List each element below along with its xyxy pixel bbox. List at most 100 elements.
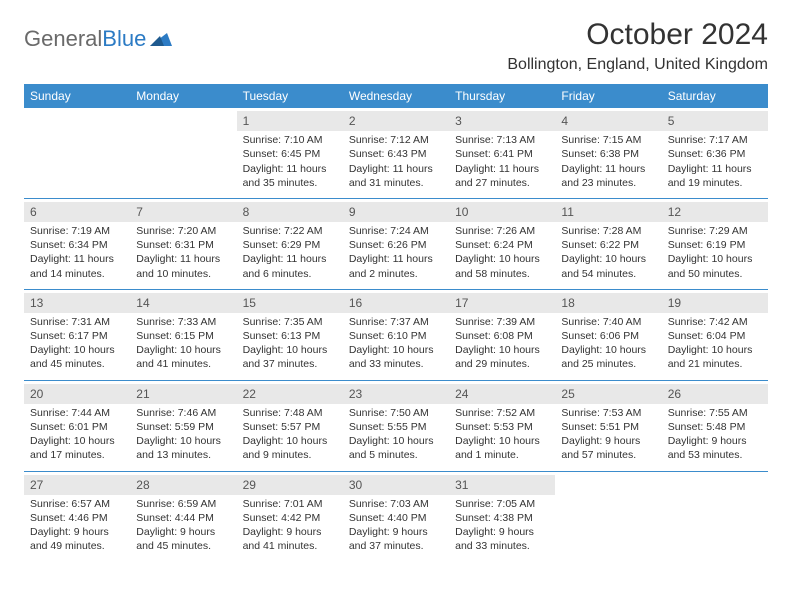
- day-number: 19: [662, 293, 768, 313]
- daylight-text: Daylight: 9 hours and 53 minutes.: [668, 434, 762, 462]
- calendar-cell: [555, 471, 661, 561]
- sunset-text: Sunset: 6:41 PM: [455, 147, 549, 161]
- day-number: 23: [343, 384, 449, 404]
- daylight-text: Daylight: 10 hours and 21 minutes.: [668, 343, 762, 371]
- sunset-text: Sunset: 6:01 PM: [30, 420, 124, 434]
- daylight-text: Daylight: 9 hours and 33 minutes.: [455, 525, 549, 553]
- sunrise-text: Sunrise: 7:29 AM: [668, 224, 762, 238]
- day-number: 21: [130, 384, 236, 404]
- sunset-text: Sunset: 4:38 PM: [455, 511, 549, 525]
- daylight-text: Daylight: 11 hours and 10 minutes.: [136, 252, 230, 280]
- weekday-header: Thursday: [449, 84, 555, 108]
- sunrise-text: Sunrise: 7:39 AM: [455, 315, 549, 329]
- daylight-text: Daylight: 11 hours and 23 minutes.: [561, 162, 655, 190]
- calendar-cell: 20Sunrise: 7:44 AMSunset: 6:01 PMDayligh…: [24, 380, 130, 471]
- calendar-cell: 16Sunrise: 7:37 AMSunset: 6:10 PMDayligh…: [343, 289, 449, 380]
- weekday-row: SundayMondayTuesdayWednesdayThursdayFrid…: [24, 84, 768, 108]
- sunset-text: Sunset: 4:44 PM: [136, 511, 230, 525]
- page-title: October 2024: [507, 18, 768, 52]
- sunrise-text: Sunrise: 7:44 AM: [30, 406, 124, 420]
- day-number: 27: [24, 475, 130, 495]
- calendar-cell: 18Sunrise: 7:40 AMSunset: 6:06 PMDayligh…: [555, 289, 661, 380]
- daylight-text: Daylight: 10 hours and 37 minutes.: [243, 343, 337, 371]
- sunset-text: Sunset: 6:36 PM: [668, 147, 762, 161]
- day-number: 7: [130, 202, 236, 222]
- calendar-cell: 26Sunrise: 7:55 AMSunset: 5:48 PMDayligh…: [662, 380, 768, 471]
- daylight-text: Daylight: 9 hours and 57 minutes.: [561, 434, 655, 462]
- daylight-text: Daylight: 11 hours and 19 minutes.: [668, 162, 762, 190]
- weekday-header: Monday: [130, 84, 236, 108]
- sunset-text: Sunset: 6:31 PM: [136, 238, 230, 252]
- sunset-text: Sunset: 6:13 PM: [243, 329, 337, 343]
- daylight-text: Daylight: 11 hours and 27 minutes.: [455, 162, 549, 190]
- day-number: 15: [237, 293, 343, 313]
- sunrise-text: Sunrise: 7:17 AM: [668, 133, 762, 147]
- calendar-row: 6Sunrise: 7:19 AMSunset: 6:34 PMDaylight…: [24, 198, 768, 289]
- triangle-icon: [150, 26, 172, 52]
- sunset-text: Sunset: 5:51 PM: [561, 420, 655, 434]
- calendar-cell: 23Sunrise: 7:50 AMSunset: 5:55 PMDayligh…: [343, 380, 449, 471]
- sunset-text: Sunset: 6:22 PM: [561, 238, 655, 252]
- calendar-cell: 14Sunrise: 7:33 AMSunset: 6:15 PMDayligh…: [130, 289, 236, 380]
- daylight-text: Daylight: 11 hours and 31 minutes.: [349, 162, 443, 190]
- day-number: 5: [662, 111, 768, 131]
- sunset-text: Sunset: 6:17 PM: [30, 329, 124, 343]
- sunset-text: Sunset: 6:26 PM: [349, 238, 443, 252]
- daylight-text: Daylight: 10 hours and 25 minutes.: [561, 343, 655, 371]
- calendar-cell: 5 Sunrise: 7:17 AMSunset: 6:36 PMDaylight…: [662, 108, 768, 198]
- weekday-header: Friday: [555, 84, 661, 108]
- calendar-cell: 2Sunrise: 7:12 AMSunset: 6:43 PMDaylight…: [343, 108, 449, 198]
- calendar-cell: 12Sunrise: 7:29 AMSunset: 6:19 PMDayligh…: [662, 198, 768, 289]
- calendar-cell: 29Sunrise: 7:01 AMSunset: 4:42 PMDayligh…: [237, 471, 343, 561]
- sunset-text: Sunset: 6:06 PM: [561, 329, 655, 343]
- sunrise-text: Sunrise: 6:59 AM: [136, 497, 230, 511]
- calendar-table: SundayMondayTuesdayWednesdayThursdayFrid…: [24, 84, 768, 561]
- sunset-text: Sunset: 6:08 PM: [455, 329, 549, 343]
- daylight-text: Daylight: 10 hours and 45 minutes.: [30, 343, 124, 371]
- calendar-cell: 7 Sunrise: 7:20 AMSunset: 6:31 PMDaylight…: [130, 198, 236, 289]
- sunset-text: Sunset: 6:29 PM: [243, 238, 337, 252]
- sunrise-text: Sunrise: 7:20 AM: [136, 224, 230, 238]
- daylight-text: Daylight: 10 hours and 58 minutes.: [455, 252, 549, 280]
- day-number: 11: [555, 202, 661, 222]
- sunset-text: Sunset: 6:34 PM: [30, 238, 124, 252]
- calendar-cell: 21Sunrise: 7:46 AMSunset: 5:59 PMDayligh…: [130, 380, 236, 471]
- sunrise-text: Sunrise: 7:01 AM: [243, 497, 337, 511]
- day-number: 31: [449, 475, 555, 495]
- day-number: 20: [24, 384, 130, 404]
- calendar-cell: [24, 108, 130, 198]
- weekday-header: Sunday: [24, 84, 130, 108]
- sunset-text: Sunset: 6:45 PM: [243, 147, 337, 161]
- sunset-text: Sunset: 4:46 PM: [30, 511, 124, 525]
- day-number: 2: [343, 111, 449, 131]
- calendar-cell: 15Sunrise: 7:35 AMSunset: 6:13 PMDayligh…: [237, 289, 343, 380]
- weekday-header: Wednesday: [343, 84, 449, 108]
- daylight-text: Daylight: 10 hours and 33 minutes.: [349, 343, 443, 371]
- day-number: 10: [449, 202, 555, 222]
- sunrise-text: Sunrise: 7:05 AM: [455, 497, 549, 511]
- day-number: 6: [24, 202, 130, 222]
- sunset-text: Sunset: 5:57 PM: [243, 420, 337, 434]
- calendar-cell: 8Sunrise: 7:22 AMSunset: 6:29 PMDaylight…: [237, 198, 343, 289]
- sunrise-text: Sunrise: 7:48 AM: [243, 406, 337, 420]
- sunrise-text: Sunrise: 7:37 AM: [349, 315, 443, 329]
- sunrise-text: Sunrise: 7:53 AM: [561, 406, 655, 420]
- daylight-text: Daylight: 9 hours and 37 minutes.: [349, 525, 443, 553]
- calendar-row: 1Sunrise: 7:10 AMSunset: 6:45 PMDaylight…: [24, 108, 768, 198]
- calendar-body: 1Sunrise: 7:10 AMSunset: 6:45 PMDaylight…: [24, 108, 768, 561]
- calendar-cell: 4Sunrise: 7:15 AMSunset: 6:38 PMDaylight…: [555, 108, 661, 198]
- sunrise-text: Sunrise: 7:03 AM: [349, 497, 443, 511]
- daylight-text: Daylight: 9 hours and 41 minutes.: [243, 525, 337, 553]
- daylight-text: Daylight: 11 hours and 14 minutes.: [30, 252, 124, 280]
- day-number: 30: [343, 475, 449, 495]
- sunrise-text: Sunrise: 7:12 AM: [349, 133, 443, 147]
- calendar-cell: 1Sunrise: 7:10 AMSunset: 6:45 PMDaylight…: [237, 108, 343, 198]
- sunrise-text: Sunrise: 7:55 AM: [668, 406, 762, 420]
- sunrise-text: Sunrise: 7:46 AM: [136, 406, 230, 420]
- sunset-text: Sunset: 6:19 PM: [668, 238, 762, 252]
- day-number: 12: [662, 202, 768, 222]
- day-number: 9: [343, 202, 449, 222]
- sunrise-text: Sunrise: 7:52 AM: [455, 406, 549, 420]
- daylight-text: Daylight: 10 hours and 1 minute.: [455, 434, 549, 462]
- sunset-text: Sunset: 5:53 PM: [455, 420, 549, 434]
